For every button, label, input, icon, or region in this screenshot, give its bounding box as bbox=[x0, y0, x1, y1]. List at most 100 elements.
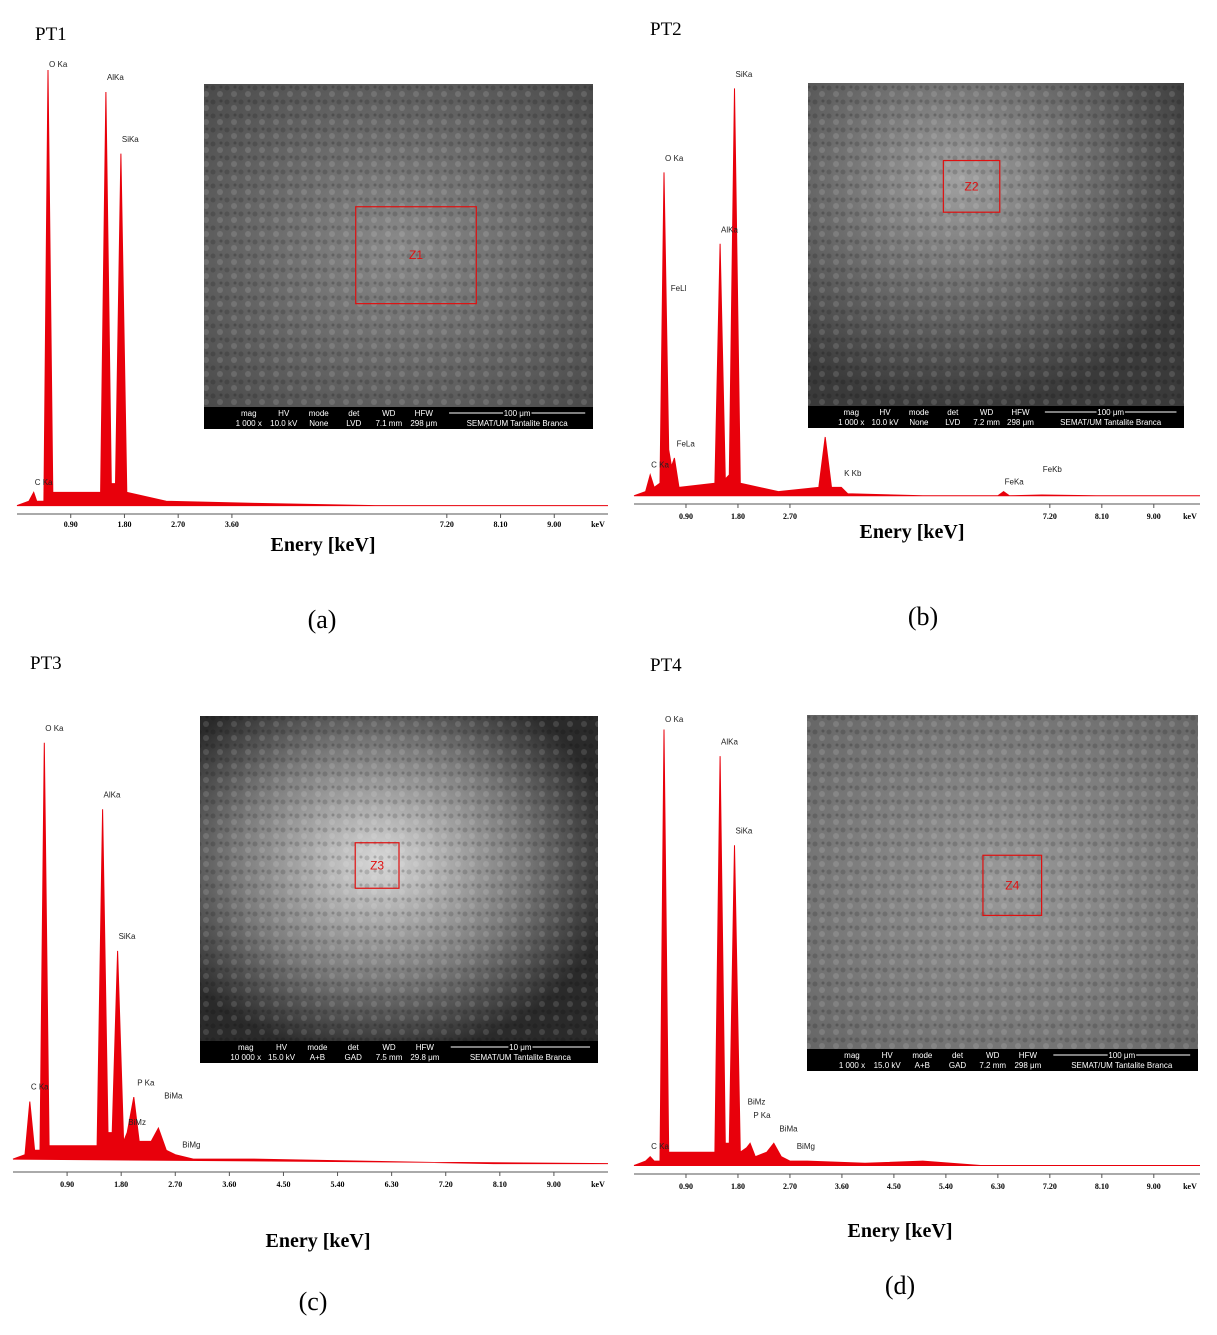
info-setting: 29.8 μm bbox=[410, 1053, 439, 1062]
peak-label: O Ka bbox=[49, 60, 68, 69]
peak-label: SiKa bbox=[119, 932, 136, 941]
info-header: WD bbox=[382, 409, 396, 418]
peak-label: P Ka bbox=[137, 1078, 155, 1087]
zone-box bbox=[355, 206, 477, 305]
x-tick-label: 9.00 bbox=[1147, 512, 1161, 521]
info-setting: GAD bbox=[345, 1053, 363, 1062]
info-setting: 1 000 x bbox=[838, 418, 864, 427]
info-setting: A+B bbox=[915, 1061, 930, 1070]
x-unit: keV bbox=[591, 520, 605, 529]
x-tick-label: 1.80 bbox=[731, 1182, 745, 1191]
zone-label: Z1 bbox=[409, 248, 423, 262]
peak-label: FeKb bbox=[1043, 465, 1063, 474]
peak-label: BiMg bbox=[797, 1142, 815, 1151]
credit: SEMAT/UM Tantalite Branca bbox=[470, 1053, 572, 1062]
info-header: WD bbox=[382, 1043, 396, 1052]
scale-label: 10 μm bbox=[509, 1043, 532, 1052]
info-header: mode bbox=[307, 1043, 328, 1052]
peak-label: BiMz bbox=[128, 1118, 146, 1127]
info-header: mag bbox=[844, 1051, 860, 1060]
peak-label: O Ka bbox=[45, 724, 64, 733]
x-tick-label: 8.10 bbox=[1095, 512, 1109, 521]
x-tick-label: 1.80 bbox=[731, 512, 745, 521]
info-header: det bbox=[348, 409, 360, 418]
sem-texture bbox=[204, 84, 593, 407]
info-setting: 7.5 mm bbox=[376, 1053, 403, 1062]
info-setting: None bbox=[909, 418, 929, 427]
peak-label: BiMa bbox=[164, 1092, 183, 1101]
info-setting: 10.0 kV bbox=[270, 419, 298, 428]
x-tick-label: 6.30 bbox=[991, 1182, 1005, 1191]
info-setting: GAD bbox=[949, 1061, 967, 1070]
credit: SEMAT/UM Tantalite Branca bbox=[1071, 1061, 1173, 1070]
info-header: HFW bbox=[415, 409, 434, 418]
x-axis-label: Enery [keV] bbox=[848, 1220, 953, 1242]
info-header: mode bbox=[909, 408, 930, 417]
x-tick-label: 1.80 bbox=[114, 1180, 128, 1189]
info-setting: LVD bbox=[945, 418, 960, 427]
peak-label: O Ka bbox=[665, 715, 684, 724]
info-setting: A+B bbox=[310, 1053, 325, 1062]
credit: SEMAT/UM Tantalite Branca bbox=[467, 419, 569, 428]
info-header: mag bbox=[241, 409, 257, 418]
x-tick-label: 0.90 bbox=[60, 1180, 74, 1189]
zone-label: Z3 bbox=[370, 859, 384, 873]
x-tick-label: 7.20 bbox=[440, 520, 454, 529]
x-tick-label: 1.80 bbox=[117, 520, 131, 529]
info-header: det bbox=[947, 408, 959, 417]
panel-caption: (a) bbox=[308, 605, 337, 634]
x-tick-label: 9.00 bbox=[547, 520, 561, 529]
info-header: mode bbox=[309, 409, 330, 418]
x-tick-label: 4.50 bbox=[276, 1180, 290, 1189]
x-tick-label: 3.60 bbox=[225, 520, 239, 529]
x-tick-label: 8.10 bbox=[494, 520, 508, 529]
x-axis-label: Enery [keV] bbox=[266, 1230, 371, 1252]
credit: SEMAT/UM Tantalite Branca bbox=[1060, 418, 1162, 427]
peak-label: BiMg bbox=[182, 1140, 200, 1149]
zone-label: Z4 bbox=[1005, 878, 1019, 892]
zone-label: Z2 bbox=[965, 179, 979, 193]
x-tick-label: 0.90 bbox=[679, 512, 693, 521]
info-setting: 1 000 x bbox=[839, 1061, 865, 1070]
spectrum bbox=[12, 742, 609, 1165]
peak-label: AlKa bbox=[721, 225, 738, 234]
peak-label: SiKa bbox=[735, 70, 752, 79]
info-setting: LVD bbox=[346, 419, 361, 428]
peak-label: C Ka bbox=[651, 461, 669, 470]
x-unit: keV bbox=[1183, 1182, 1197, 1191]
peak-label: P Ka bbox=[753, 1111, 771, 1120]
info-setting: 1 000 x bbox=[236, 419, 262, 428]
x-tick-label: 5.40 bbox=[331, 1180, 345, 1189]
peak-label: C Ka bbox=[651, 1142, 669, 1151]
peak-label: FeKa bbox=[1005, 477, 1025, 486]
x-tick-label: 0.90 bbox=[64, 520, 78, 529]
peak-label: K Kb bbox=[844, 469, 862, 478]
info-setting: 298 μm bbox=[410, 419, 437, 428]
x-tick-label: 0.90 bbox=[679, 1182, 693, 1191]
info-setting: 298 μm bbox=[1007, 418, 1034, 427]
x-unit: keV bbox=[591, 1180, 605, 1189]
spectrum bbox=[633, 88, 1200, 497]
scale-label: 100 μm bbox=[1097, 408, 1124, 417]
x-tick-label: 7.20 bbox=[439, 1180, 453, 1189]
scale-label: 100 μm bbox=[1108, 1051, 1135, 1060]
panel-caption: (d) bbox=[885, 1271, 915, 1300]
x-tick-label: 7.20 bbox=[1043, 1182, 1057, 1191]
x-tick-label: 2.70 bbox=[783, 1182, 797, 1191]
peak-label: BiMz bbox=[748, 1098, 766, 1107]
info-header: WD bbox=[980, 408, 994, 417]
x-tick-label: 3.60 bbox=[835, 1182, 849, 1191]
info-header: HV bbox=[276, 1043, 288, 1052]
x-tick-label: 8.10 bbox=[493, 1180, 507, 1189]
info-header: mode bbox=[912, 1051, 933, 1060]
peak-label: O Ka bbox=[665, 154, 684, 163]
scale-label: 100 μm bbox=[504, 409, 531, 418]
info-setting: 10.0 kV bbox=[872, 418, 900, 427]
x-axis-label: Enery [keV] bbox=[271, 534, 376, 556]
info-header: mag bbox=[238, 1043, 254, 1052]
info-header: HFW bbox=[1019, 1051, 1038, 1060]
spectrum bbox=[16, 69, 608, 507]
panel-title: PT4 bbox=[650, 655, 682, 676]
peak-label: C Ka bbox=[35, 478, 53, 487]
